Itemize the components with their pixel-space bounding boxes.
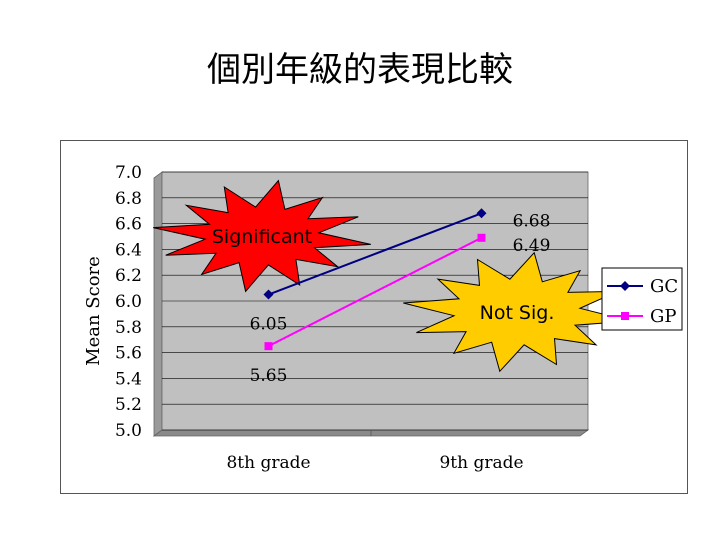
y-tick-label: 5.2 [115,395,142,415]
significant-starburst [153,179,371,293]
data-label-gp: 6.49 [513,236,551,256]
y-tick-label: 6.0 [115,292,142,312]
y-tick-label: 5.6 [115,344,142,364]
data-label-gp: 5.65 [250,366,288,386]
data-point-gp [477,233,486,242]
y-tick-label: 6.4 [115,240,142,260]
legend-marker-gc [620,281,630,291]
y-tick-label: 6.6 [115,215,142,235]
y-tick-label: 6.2 [115,266,142,286]
data-point-gc [263,289,274,300]
legend-label-gc: GC [650,276,678,297]
series-line-gc [268,212,482,296]
slide-title: 個別年級的表現比較 [207,50,513,90]
series-line-gp [268,236,482,348]
significant-label: Significant [212,226,312,248]
x-tick-label: 9th grade [439,453,523,473]
data-point-gp [264,342,273,351]
y-tick-label: 7.0 [115,163,142,183]
y-tick-label: 5.8 [115,318,142,338]
legend-marker-gp [621,312,629,320]
y-tick-label: 5.4 [115,369,142,389]
data-point-gc [476,208,487,219]
not-sig-label: Not Sig. [480,302,555,324]
legend-label-gp: GP [650,306,677,327]
y-tick-label: 5.0 [115,421,142,441]
y-tick-label: 6.8 [115,189,142,209]
x-tick-label: 8th grade [226,453,310,473]
y-axis-title: Mean Score [83,256,104,366]
data-label-gc: 6.05 [250,315,288,335]
legend-box [601,267,683,331]
plot-side-wall [153,171,163,437]
data-label-gc: 6.68 [513,211,551,231]
